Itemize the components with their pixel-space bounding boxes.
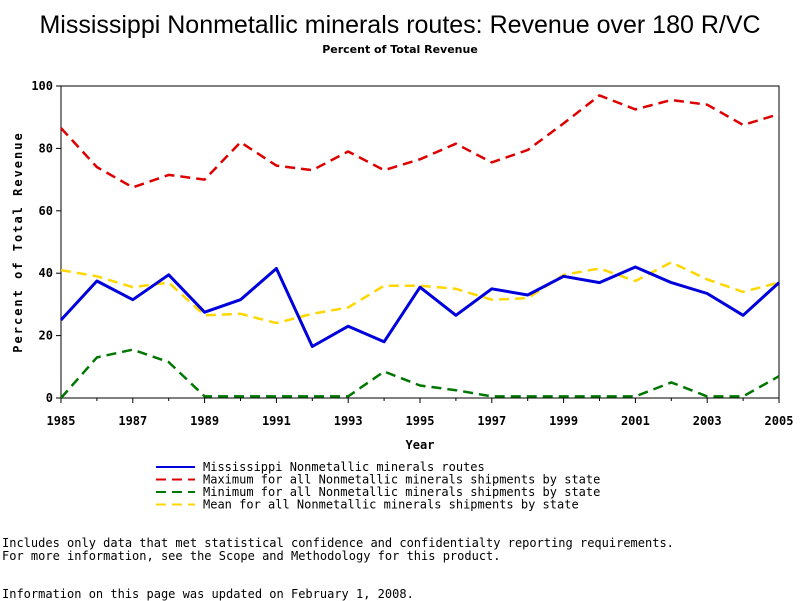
x-tick-label: 1985 [47,414,76,428]
y-tick-label: 60 [39,204,53,218]
series-line-0 [59,265,781,348]
y-axis-ticks: 0 20 40 60 80 100 [31,79,61,405]
x-tick-label: 1989 [190,414,219,428]
y-tick-label: 0 [46,391,53,405]
series-layer [59,94,781,399]
x-tick-label: 1999 [549,414,578,428]
x-tick-label: 2001 [621,414,650,428]
series-line-2 [60,348,780,399]
plot-frame [60,85,780,399]
x-axis-label: Year [406,438,435,452]
x-tick-label: 1997 [477,414,506,428]
legend-label: Maximum for all Nonmetallic minerals shi… [203,473,600,487]
x-tick-label: 2005 [765,414,794,428]
y-axis-label: Percent of Total Revenue [11,131,25,352]
x-tick-label: 1987 [118,414,147,428]
x-tick-label: 2003 [693,414,722,428]
chart-title: Mississippi Nonmetallic minerals routes:… [39,11,760,39]
series-line-1 [60,94,780,189]
confidence-note: Includes only data that met statistical … [2,536,674,550]
x-tick-label: 1991 [262,414,291,428]
x-axis-ticks: 1985 1987 1989 1991 1993 1995 1997 1999 2001 2003… [47,398,794,428]
legend-label: Mississippi Nonmetallic minerals routes [203,460,485,474]
methodology-note: For more information, see the Scope and … [2,549,501,563]
y-tick-label: 40 [39,266,53,280]
legend-label: Minimum for all Nonmetallic minerals shi… [203,485,600,499]
legend-label: Mean for all Nonmetallic minerals shipme… [203,498,579,512]
updated-note: Information on this page was updated on … [2,587,414,601]
y-tick-label: 100 [31,79,53,93]
series-line-3 [60,261,780,325]
y-tick-label: 20 [39,329,53,343]
plot-area [60,85,780,399]
legend: Mississippi Nonmetallic minerals routesM… [156,460,600,512]
y-tick-label: 80 [39,141,53,155]
chart-subtitle: Percent of Total Revenue [322,43,478,56]
x-tick-label: 1995 [406,414,435,428]
x-tick-label: 1993 [334,414,363,428]
